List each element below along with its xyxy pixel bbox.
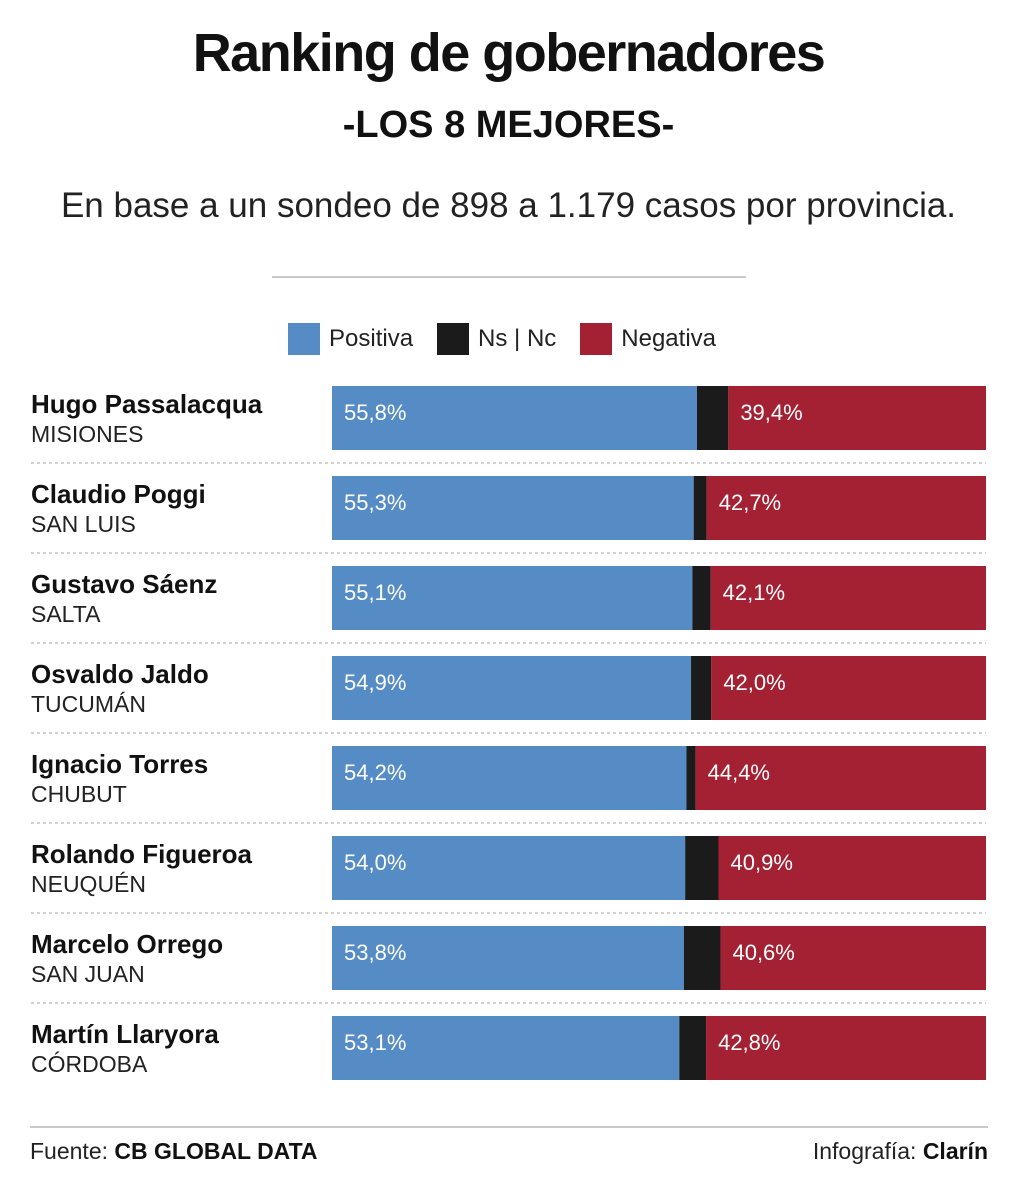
governor-name: Ignacio Torres	[31, 749, 208, 779]
value-label-positiva: 53,8%	[344, 940, 406, 965]
legend-label-negativa: Negativa	[621, 325, 717, 352]
bar-negativa	[718, 836, 986, 900]
footer-divider	[30, 1126, 988, 1128]
legend-swatch-nsnc	[437, 323, 470, 355]
bar-negativa	[728, 386, 986, 450]
bar-nsnc	[685, 836, 719, 900]
legend-item-nsnc: Ns | Nc	[437, 323, 556, 355]
province-name: CÓRDOBA	[31, 1051, 148, 1077]
value-label-negativa: 42,7%	[719, 490, 781, 515]
bar-negativa	[695, 746, 986, 810]
bar-positiva	[332, 656, 692, 720]
bar-negativa	[710, 566, 986, 630]
province-name: SAN LUIS	[31, 511, 136, 537]
value-label-negativa: 42,0%	[723, 670, 785, 695]
province-name: SALTA	[31, 601, 101, 627]
governor-name: Gustavo Sáenz	[31, 569, 217, 599]
bar-negativa	[706, 1016, 986, 1080]
bar-negativa	[706, 476, 986, 540]
value-label-negativa: 40,9%	[731, 850, 793, 875]
province-name: MISIONES	[31, 421, 143, 447]
legend-swatch-negativa	[580, 323, 613, 355]
legend-item-negativa: Negativa	[580, 323, 716, 355]
source-value: CB GLOBAL DATA	[114, 1138, 318, 1164]
province-name: TUCUMÁN	[31, 691, 146, 717]
province-name: SAN JUAN	[31, 961, 145, 987]
legend-swatch-positiva	[288, 323, 320, 355]
value-label-positiva: 54,9%	[344, 670, 406, 695]
value-label-negativa: 40,6%	[732, 940, 794, 965]
value-label-negativa: 44,4%	[708, 760, 770, 785]
governor-name: Marcelo Orrego	[31, 929, 223, 959]
value-label-negativa: 42,8%	[718, 1030, 780, 1055]
governor-name: Martín Llaryora	[31, 1019, 219, 1049]
value-label-negativa: 39,4%	[740, 400, 802, 425]
source-label: Fuente:	[30, 1138, 108, 1164]
bar-nsnc	[691, 656, 712, 720]
province-name: NEUQUÉN	[31, 871, 146, 897]
bar-positiva	[332, 386, 697, 450]
value-label-positiva: 55,8%	[344, 400, 406, 425]
credit-value: Clarín	[922, 1138, 988, 1164]
province-name: CHUBUT	[31, 781, 127, 807]
header-divider	[272, 276, 746, 278]
bar-negativa	[720, 926, 986, 990]
value-label-positiva: 55,1%	[344, 580, 406, 605]
value-label-positiva: 55,3%	[344, 490, 406, 515]
bar-positiva	[332, 746, 687, 810]
bar-positiva	[332, 566, 693, 630]
bar-nsnc	[692, 566, 711, 630]
value-label-positiva: 53,1%	[344, 1030, 406, 1055]
legend-item-positiva: Positiva	[288, 323, 413, 355]
legend: Positiva Ns | Nc Negativa	[288, 322, 740, 356]
chart-title: Ranking de gobernadores	[192, 23, 826, 83]
legend-label-positiva: Positiva	[329, 325, 414, 352]
governor-name: Osvaldo Jaldo	[31, 659, 209, 689]
bar-positiva	[332, 1016, 680, 1080]
value-label-negativa: 42,1%	[723, 580, 785, 605]
chart-subtitle: -LOS 8 MEJORES-	[342, 104, 675, 146]
bar-nsnc	[679, 1016, 707, 1080]
governor-name: Claudio Poggi	[31, 479, 206, 509]
value-label-positiva: 54,0%	[344, 850, 406, 875]
bar-positiva	[332, 836, 686, 900]
bar-nsnc	[696, 386, 729, 450]
bar-positiva	[332, 926, 684, 990]
legend-label-nsnc: Ns | Nc	[478, 325, 557, 352]
value-label-positiva: 54,2%	[344, 760, 406, 785]
bar-negativa	[711, 656, 986, 720]
governor-name: Rolando Figueroa	[31, 839, 253, 869]
chart-description: En base a un sondeo de 898 a 1.179 casos…	[60, 186, 957, 225]
bar-nsnc	[686, 746, 696, 810]
bar-nsnc	[683, 926, 721, 990]
infographic-credit: Infografía: Clarín	[813, 1138, 988, 1165]
bar-positiva	[332, 476, 694, 540]
source-credit: Fuente: CB GLOBAL DATA	[30, 1138, 318, 1165]
governor-name: Hugo Passalacqua	[31, 389, 263, 419]
credit-label: Infografía:	[812, 1138, 917, 1164]
bar-nsnc	[693, 476, 707, 540]
